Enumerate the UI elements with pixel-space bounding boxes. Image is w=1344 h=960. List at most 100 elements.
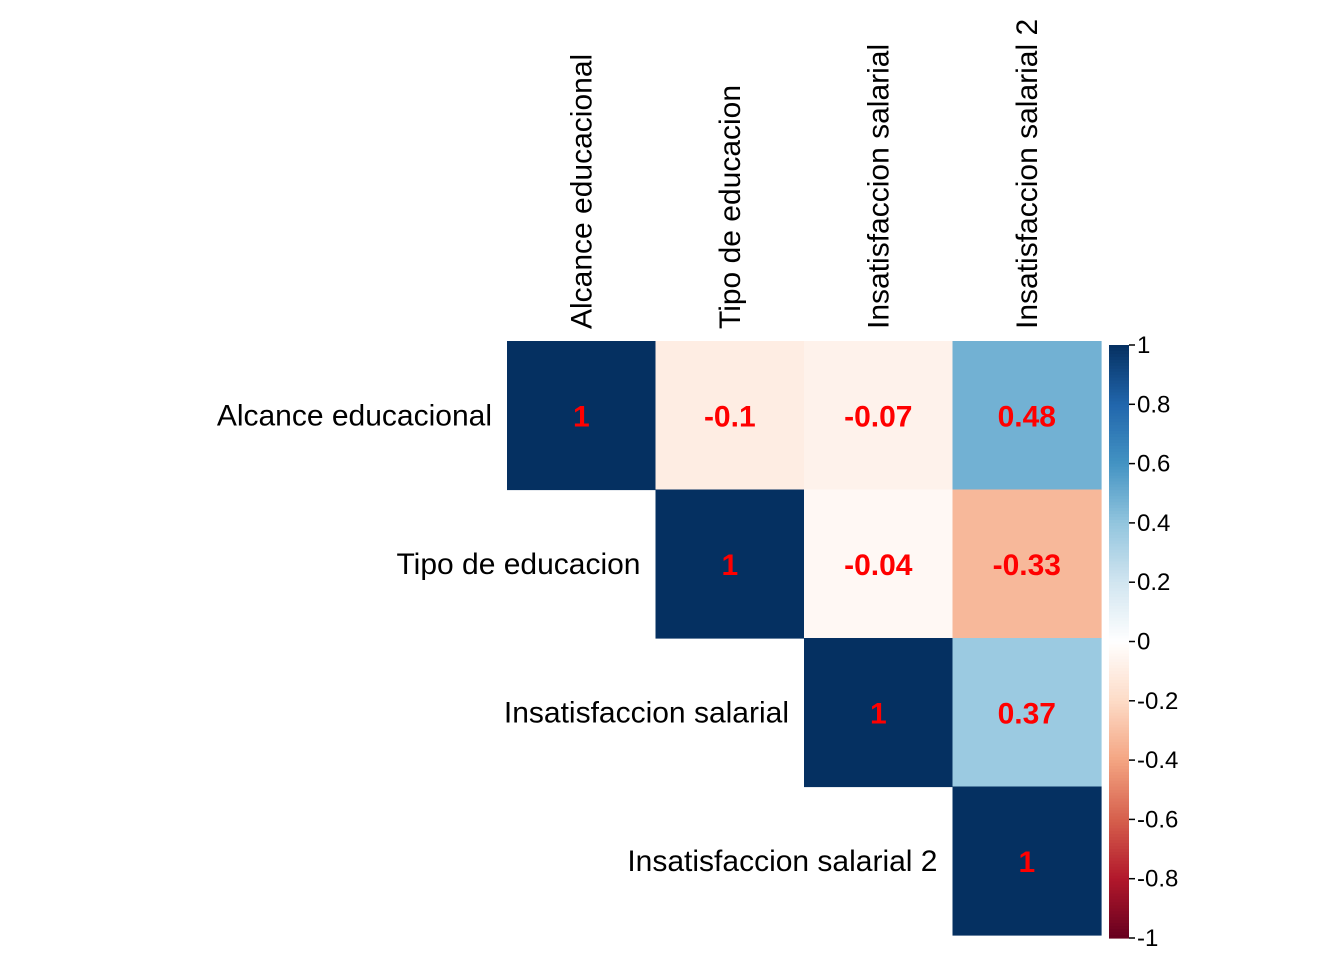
colorbar-segment [1109,484,1129,488]
colorbar-segment [1109,433,1129,438]
colorbar-segment [1109,377,1129,382]
colorbar-segment [1109,442,1129,447]
colorbar-segment [1109,899,1129,904]
colorbar-segment [1109,668,1129,672]
colorbar-segment [1109,493,1129,497]
colorbar-segment [1109,537,1129,542]
colorbar-segment [1109,718,1129,723]
colorbar-segment [1109,905,1129,909]
colorbar-segment [1109,466,1129,471]
colorbar-segment [1109,680,1129,684]
colorbar-segment [1109,481,1129,485]
heatmap-cell [952,341,1102,491]
colorbar-segment [1109,374,1129,379]
colorbar-segment [1109,650,1129,654]
colorbar-segment [1109,380,1129,385]
colorbar-segment [1109,715,1129,720]
colorbar-segment [1109,602,1129,607]
colorbar-segment [1109,644,1129,649]
colorbar-segment [1109,383,1129,388]
colorbar-segment [1109,430,1129,435]
colorbar-segment [1109,887,1129,892]
cell-value-label: 1 [870,697,887,730]
colorbar-segment [1109,866,1129,871]
colorbar-segment [1109,392,1129,396]
colorbar-segment [1109,712,1129,717]
colorbar-segment [1109,653,1129,657]
colorbar-segment [1109,368,1129,373]
colorbar-segment [1109,356,1129,361]
colorbar-segment [1109,754,1129,758]
colorbar-segment [1109,929,1129,933]
colorbar-segment [1109,896,1129,901]
colorbar-segment [1109,849,1129,853]
colorbar-segment [1109,834,1129,838]
colorbar-segment [1109,362,1129,367]
colorbar-tick-label: -0.8 [1137,866,1178,893]
colorbar-segment [1109,846,1129,850]
row-label: Insatisfaccion salarial [504,696,789,729]
colorbar-segment [1109,828,1129,832]
colorbar-segment [1109,926,1129,930]
colorbar-segment [1109,353,1129,358]
colorbar-segment [1109,460,1129,465]
heatmap-cell [952,786,1102,936]
colorbar-segment [1109,810,1129,815]
colorbar-segment [1109,608,1129,613]
column-label: Insatisfaccion salarial 2 [1011,19,1044,329]
colorbar-segment [1109,573,1129,577]
colorbar-segment [1109,807,1129,812]
colorbar-segment [1109,605,1129,610]
colorbar-segment [1109,410,1129,414]
colorbar-segment [1109,585,1129,589]
colorbar-segment [1109,502,1129,506]
colorbar-segment [1109,677,1129,681]
colorbar-segment [1109,422,1129,426]
cell-value-label: 1 [721,549,738,582]
colorbar-segment [1109,591,1129,595]
colorbar-segment [1109,386,1129,391]
colorbar-segment [1109,487,1129,491]
colorbar-segment [1109,401,1129,405]
colorbar-segment [1109,786,1129,791]
colorbar-segment [1109,902,1129,906]
colorbar-segment [1109,709,1129,714]
colorbar-segment [1109,730,1129,735]
colorbar-segment [1109,763,1129,767]
colorbar-segment [1109,935,1129,939]
cell-value-label: -0.07 [844,400,912,433]
cell-value-label: -0.04 [844,549,913,582]
colorbar-segment [1109,766,1129,770]
colorbar-tick-label: 1 [1137,332,1150,359]
colorbar-segment [1109,881,1129,886]
colorbar-segment [1109,917,1129,921]
colorbar-segment [1109,656,1129,660]
colorbar-segment [1109,588,1129,592]
heatmap-cell [655,341,805,491]
colorbar-segment [1109,908,1129,912]
colorbar-segment [1109,792,1129,797]
colorbar-segment [1109,742,1129,746]
colorbar-segment [1109,641,1129,646]
colorbar-segment [1109,576,1129,580]
colorbar-segment [1109,632,1129,637]
colorbar-segment [1109,445,1129,450]
colorbar-segment [1109,857,1129,862]
colorbar-segment [1109,528,1129,533]
colorbar-segment [1109,674,1129,678]
heatmap-cell [804,341,954,491]
colorbar-segment [1109,407,1129,411]
colorbar-segment [1109,647,1129,651]
colorbar-segment [1109,662,1129,666]
colorbar-segment [1109,347,1129,352]
colorbar-segment [1109,419,1129,423]
colorbar-segment [1109,469,1129,474]
colorbar-segment [1109,685,1129,690]
colorbar-segment [1109,626,1129,631]
colorbar-segment [1109,629,1129,634]
heatmap-cells [507,341,1102,936]
colorbar-segment [1109,863,1129,868]
colorbar-segment [1109,914,1129,918]
colorbar-segment [1109,395,1129,399]
